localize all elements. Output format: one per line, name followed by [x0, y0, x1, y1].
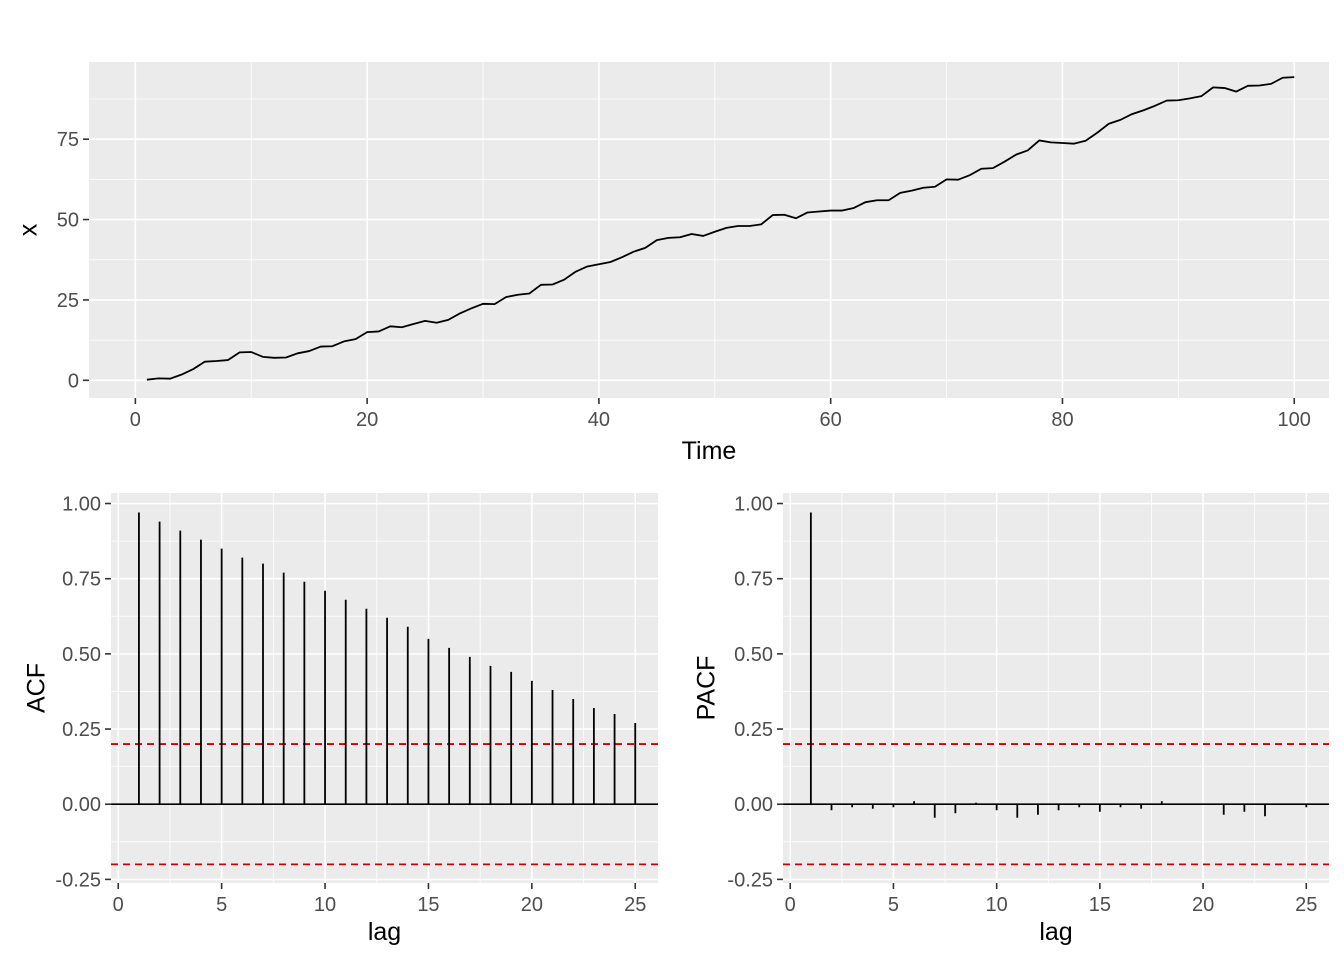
acf-panel: 0 5 10 15 20 25 -0.25 0.00 0.25 0.50 0.75 1.00 lag AC… — [23, 493, 658, 946]
pacf-y-tick-label: 0.75 — [734, 569, 773, 591]
pacf-y-tick-label: 0.25 — [734, 719, 773, 741]
acf-x-tick-label: 10 — [314, 894, 336, 916]
pacf-y-tick-label: -0.25 — [727, 869, 773, 891]
acf-y-axis-title: ACF — [23, 663, 51, 713]
acf-x-tick-label: 20 — [521, 894, 543, 916]
acf-y-tick-label: 0.75 — [62, 569, 101, 591]
acf-x-tick-label: 15 — [417, 894, 439, 916]
acf-x-tick-label: 5 — [216, 894, 227, 916]
time-series-y-tick-label: 0 — [68, 370, 79, 392]
pacf-panel: 0 5 10 15 20 25 -0.25 0.00 0.25 0.50 0.75 1.00 lag PA… — [693, 493, 1329, 946]
pacf-y-axis-title: PACF — [693, 656, 721, 721]
acf-y-tick-label: 0.25 — [62, 719, 101, 741]
time-series-x-tick-label: 80 — [1051, 409, 1073, 431]
time-series-panel: 0 20 40 60 80 100 0 25 50 75 Time x — [15, 62, 1329, 465]
time-series-x-tick-label: 40 — [588, 409, 610, 431]
pacf-y-tick-label: 0.50 — [734, 644, 773, 666]
acf-y-tick-label: 0.50 — [62, 644, 101, 666]
time-series-plot-background — [89, 62, 1329, 398]
acf-x-axis-title: lag — [368, 918, 401, 946]
pacf-x-tick-label: 10 — [986, 894, 1008, 916]
time-series-y-tick-label: 50 — [57, 210, 79, 232]
acf-y-tick-label: 1.00 — [62, 494, 101, 516]
pacf-x-tick-label: 25 — [1295, 894, 1317, 916]
time-series-x-tick-label: 60 — [820, 409, 842, 431]
time-series-y-tick-label: 75 — [57, 129, 79, 151]
acf-x-tick-label: 25 — [624, 894, 646, 916]
pacf-x-tick-label: 20 — [1192, 894, 1214, 916]
time-series-y-tick-label: 25 — [57, 290, 79, 312]
time-series-x-axis-title: Time — [682, 437, 737, 465]
pacf-plot-background — [783, 493, 1329, 883]
pacf-x-tick-label: 15 — [1089, 894, 1111, 916]
pacf-x-tick-label: 5 — [888, 894, 899, 916]
pacf-y-tick-label: 0.00 — [734, 794, 773, 816]
pacf-x-tick-label: 0 — [785, 894, 796, 916]
time-series-x-tick-label: 100 — [1278, 409, 1311, 431]
pacf-x-axis-title: lag — [1039, 918, 1072, 946]
acf-y-tick-label: 0.00 — [62, 794, 101, 816]
time-series-y-axis-title: x — [15, 223, 43, 236]
time-series-x-tick-label: 20 — [356, 409, 378, 431]
acf-x-tick-label: 0 — [113, 894, 124, 916]
time-series-x-tick-label: 0 — [130, 409, 141, 431]
pacf-y-tick-label: 1.00 — [734, 494, 773, 516]
acf-y-tick-label: -0.25 — [55, 869, 101, 891]
series-line-x — [146, 76, 1295, 381]
acf-plot-background — [111, 493, 658, 883]
